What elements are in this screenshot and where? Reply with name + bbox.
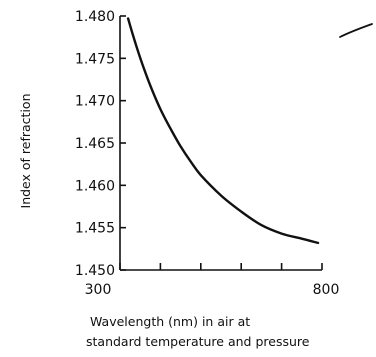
x-axis-title-line-2: standard temperature and pressure [86, 334, 310, 349]
axis-titles: Index of refraction Wavelength (nm) in ai… [18, 94, 310, 349]
y-tick-label: 1.480 [75, 9, 115, 25]
y-axis-title: Index of refraction [18, 94, 33, 209]
x-tick-label: 800 [313, 282, 340, 298]
y-tick-label: 1.470 [75, 94, 115, 110]
refractive-index-curve [126, 17, 320, 245]
y-tick-label: 1.450 [75, 263, 115, 279]
margin-pen-stroke [339, 23, 373, 38]
y-tick-label: 1.465 [75, 136, 115, 152]
y-tick-label: 1.475 [75, 51, 115, 67]
axes [119, 16, 322, 271]
tick-labels: 1.450 1.455 1.460 1.465 1.470 1.475 1.480 300 80… [75, 9, 339, 298]
series [126, 17, 320, 245]
y-tick-label: 1.455 [75, 221, 115, 237]
ticks [119, 15, 323, 271]
y-tick-label: 1.460 [75, 178, 115, 194]
x-tick-label: 300 [85, 282, 112, 298]
x-axis-title-line-1: Wavelength (nm) in air at [90, 314, 250, 329]
